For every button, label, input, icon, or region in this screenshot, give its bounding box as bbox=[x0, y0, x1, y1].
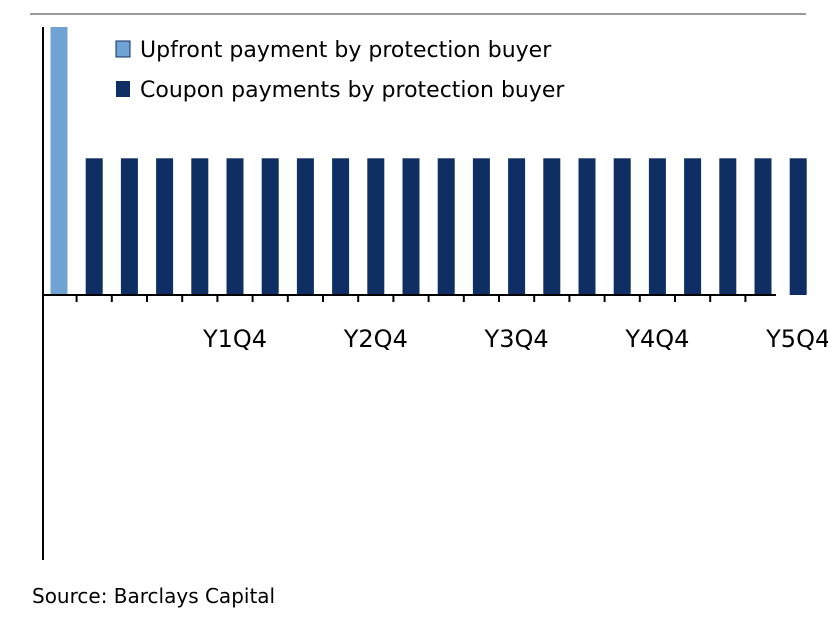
coupon-bar-15 bbox=[578, 158, 596, 295]
coupon-bar-3 bbox=[156, 158, 174, 295]
plot-area: Y1Q4 Y2Q4 Y3Q4 Y4Q4 Y5Q4 bbox=[42, 27, 828, 560]
upfront-bar-0 bbox=[50, 27, 68, 295]
source-note: Source: Barclays Capital bbox=[32, 584, 276, 608]
coupon-bar-6 bbox=[261, 158, 279, 295]
coupon-bar-17 bbox=[648, 158, 666, 295]
coupon-bar-2 bbox=[120, 158, 138, 295]
legend-swatch-upfront bbox=[115, 40, 131, 58]
coupon-bar-4 bbox=[191, 158, 209, 295]
x-tick-label-Y1Q4: Y1Q4 bbox=[202, 325, 267, 353]
coupon-bar-20 bbox=[754, 158, 772, 295]
coupon-bar-1 bbox=[85, 158, 103, 295]
coupon-bar-10 bbox=[402, 158, 420, 295]
x-tick-label-Y2Q4: Y2Q4 bbox=[343, 325, 408, 353]
coupon-bar-8 bbox=[332, 158, 350, 295]
coupon-bar-11 bbox=[437, 158, 455, 295]
coupon-bar-21 bbox=[789, 158, 807, 295]
coupon-bar-16 bbox=[613, 158, 631, 295]
coupon-bar-18 bbox=[684, 158, 702, 295]
legend-label-upfront: Upfront payment by protection buyer bbox=[140, 38, 552, 63]
x-tick-label-Y4Q4: Y4Q4 bbox=[624, 325, 689, 353]
coupon-bar-5 bbox=[226, 158, 244, 295]
legend-label-coupon: Coupon payments by protection buyer bbox=[140, 78, 565, 103]
legend-swatch-coupon bbox=[116, 81, 130, 97]
coupon-bar-14 bbox=[543, 158, 561, 295]
coupon-bar-7 bbox=[296, 158, 314, 295]
x-tick-label-Y3Q4: Y3Q4 bbox=[484, 325, 549, 353]
legend: Upfront payment by protection buyer Coup… bbox=[115, 38, 565, 103]
coupon-bar-9 bbox=[367, 158, 385, 295]
x-tick-label-Y5Q4: Y5Q4 bbox=[765, 325, 828, 353]
coupon-bar-19 bbox=[719, 158, 737, 295]
coupon-bar-13 bbox=[508, 158, 526, 295]
coupon-bar-12 bbox=[472, 158, 490, 295]
